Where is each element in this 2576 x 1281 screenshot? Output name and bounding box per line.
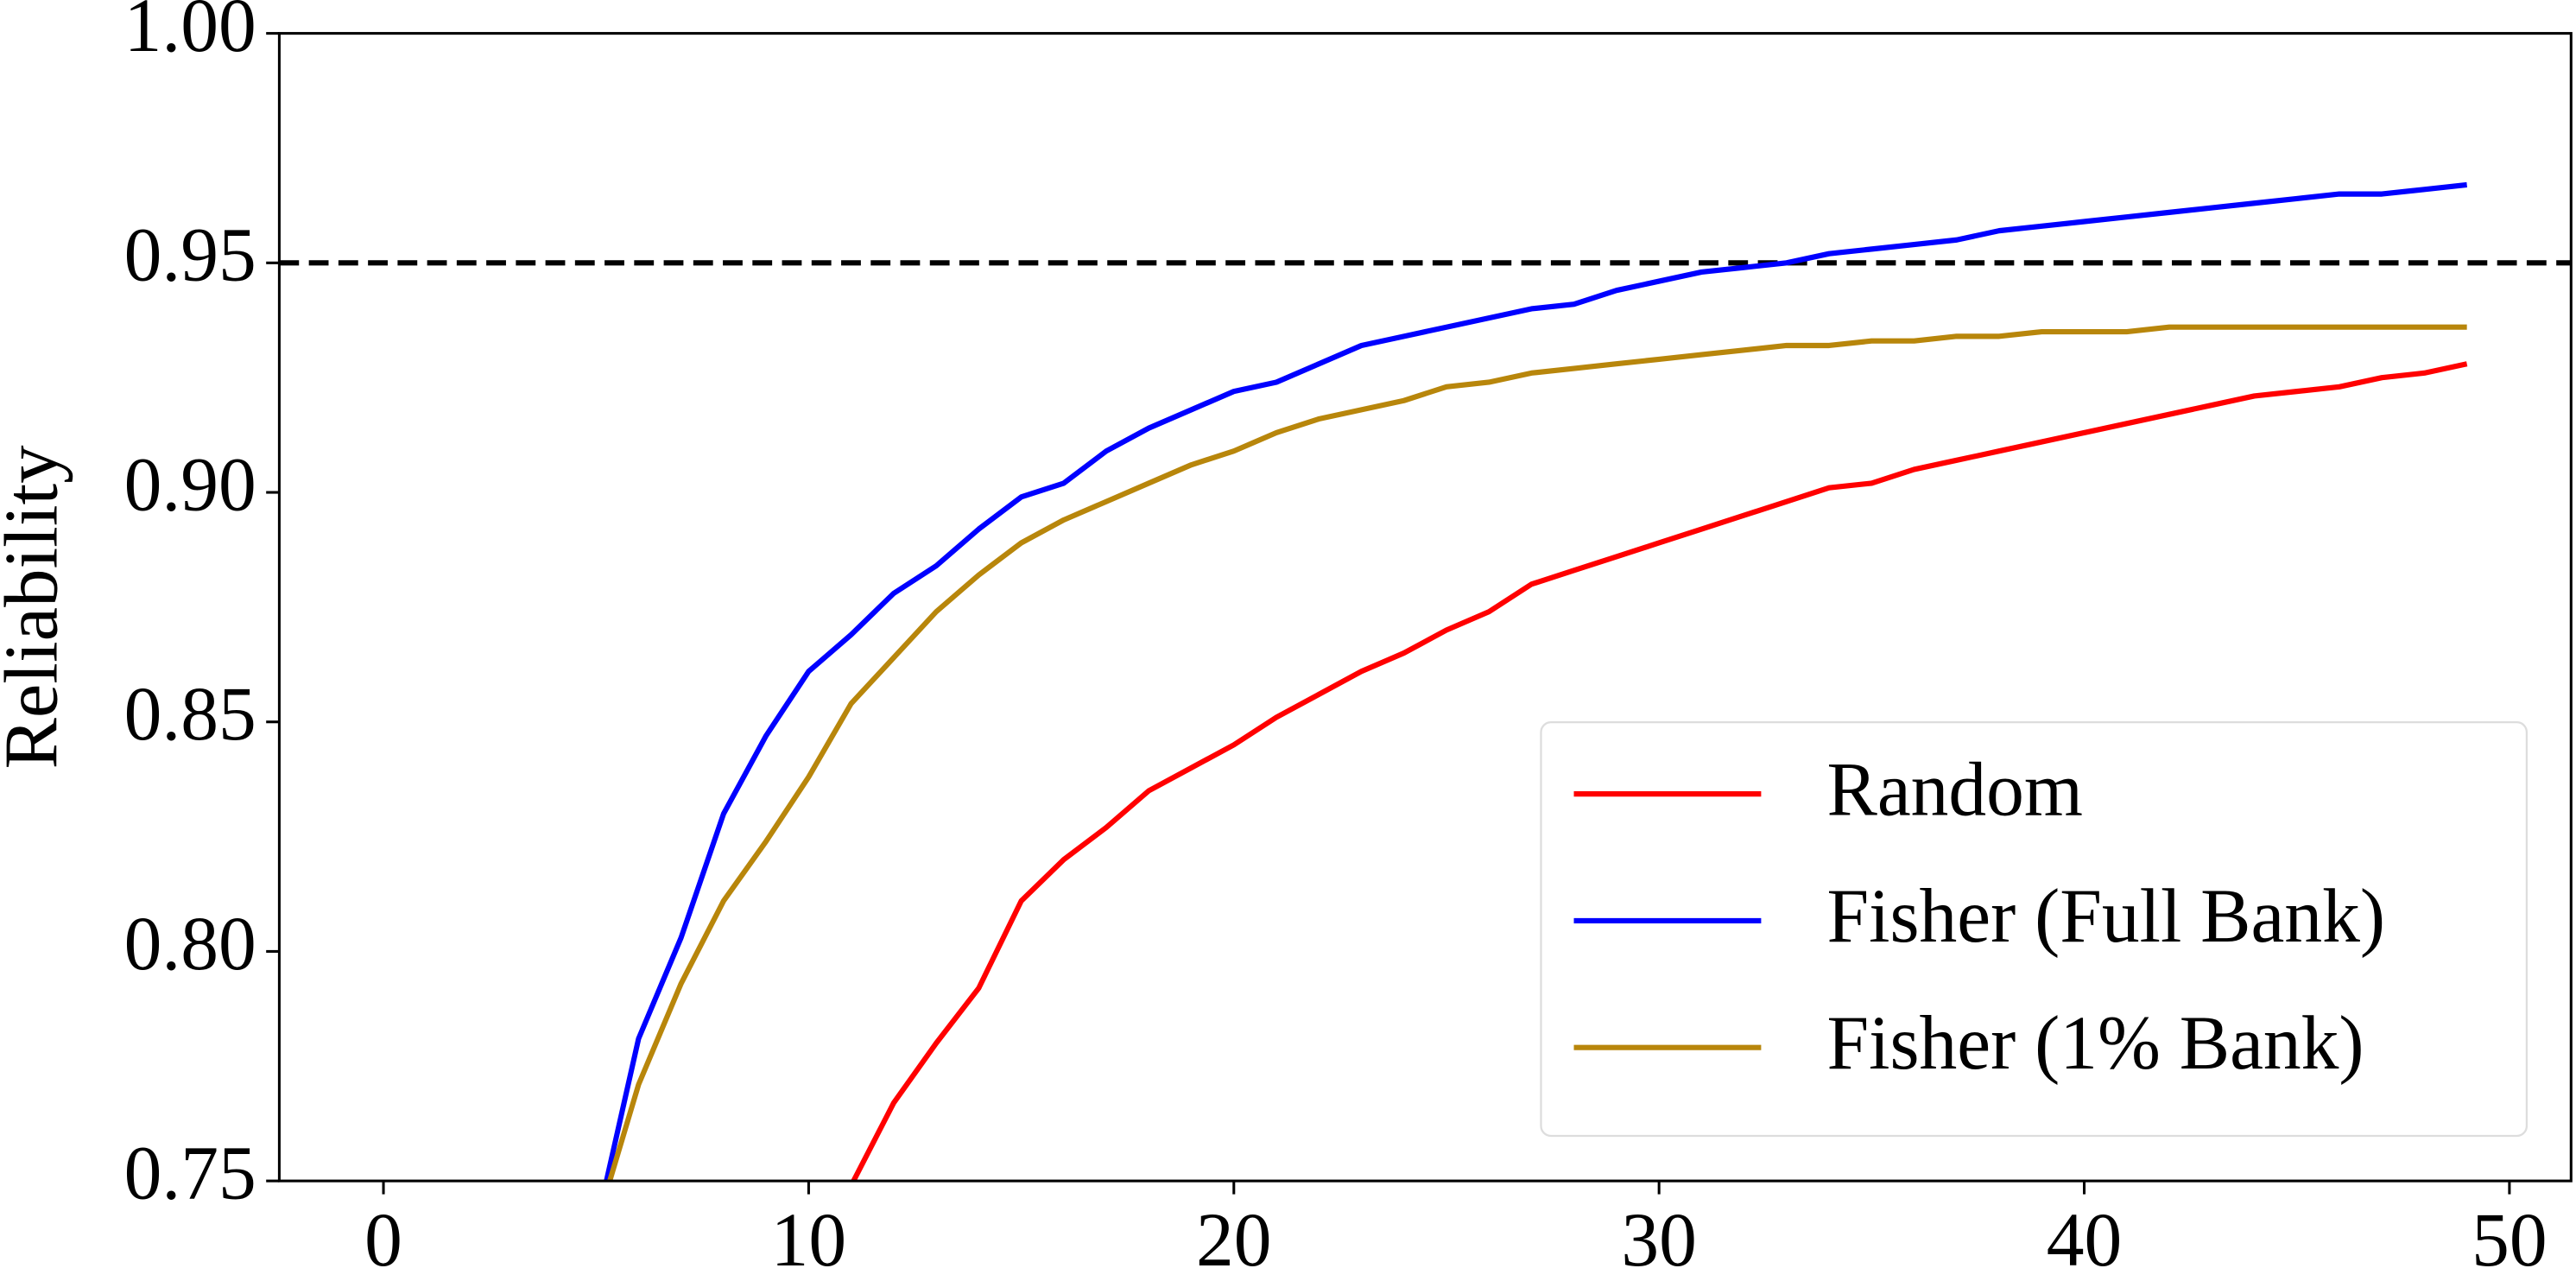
x-tick-label: 10 [771,1197,846,1281]
line-series [604,181,2467,1182]
y-tick-label: 0.75 [124,1131,256,1216]
legend-label: Random [1826,747,2083,833]
x-tick-label: 30 [1621,1197,1696,1281]
y-tick-label: 1.00 [124,0,256,68]
x-tick-label: 20 [1196,1197,1271,1281]
x-tick-label: 40 [2047,1197,2122,1281]
y-axis-label: Reliability [0,445,74,769]
axes-frame [277,32,2573,1183]
legend-label: Fisher (Full Bank) [1826,874,2384,960]
legend-label: Fisher (1% Bank) [1826,1000,2364,1086]
line-series [606,324,2467,1182]
y-tick-label: 0.95 [124,212,256,298]
x-tick-label: 50 [2472,1197,2547,1281]
y-tick-label: 0.90 [124,442,256,528]
legend: Random Fisher (Full Bank) Fisher (1% Bank) [1540,720,2529,1138]
y-tick-label: 0.85 [124,672,256,758]
y-tick-label: 0.80 [124,901,256,986]
plot-area [279,181,2572,1182]
x-tick-label: 0 [364,1197,402,1281]
line-series [850,361,2468,1182]
legend-box [1540,720,2529,1138]
